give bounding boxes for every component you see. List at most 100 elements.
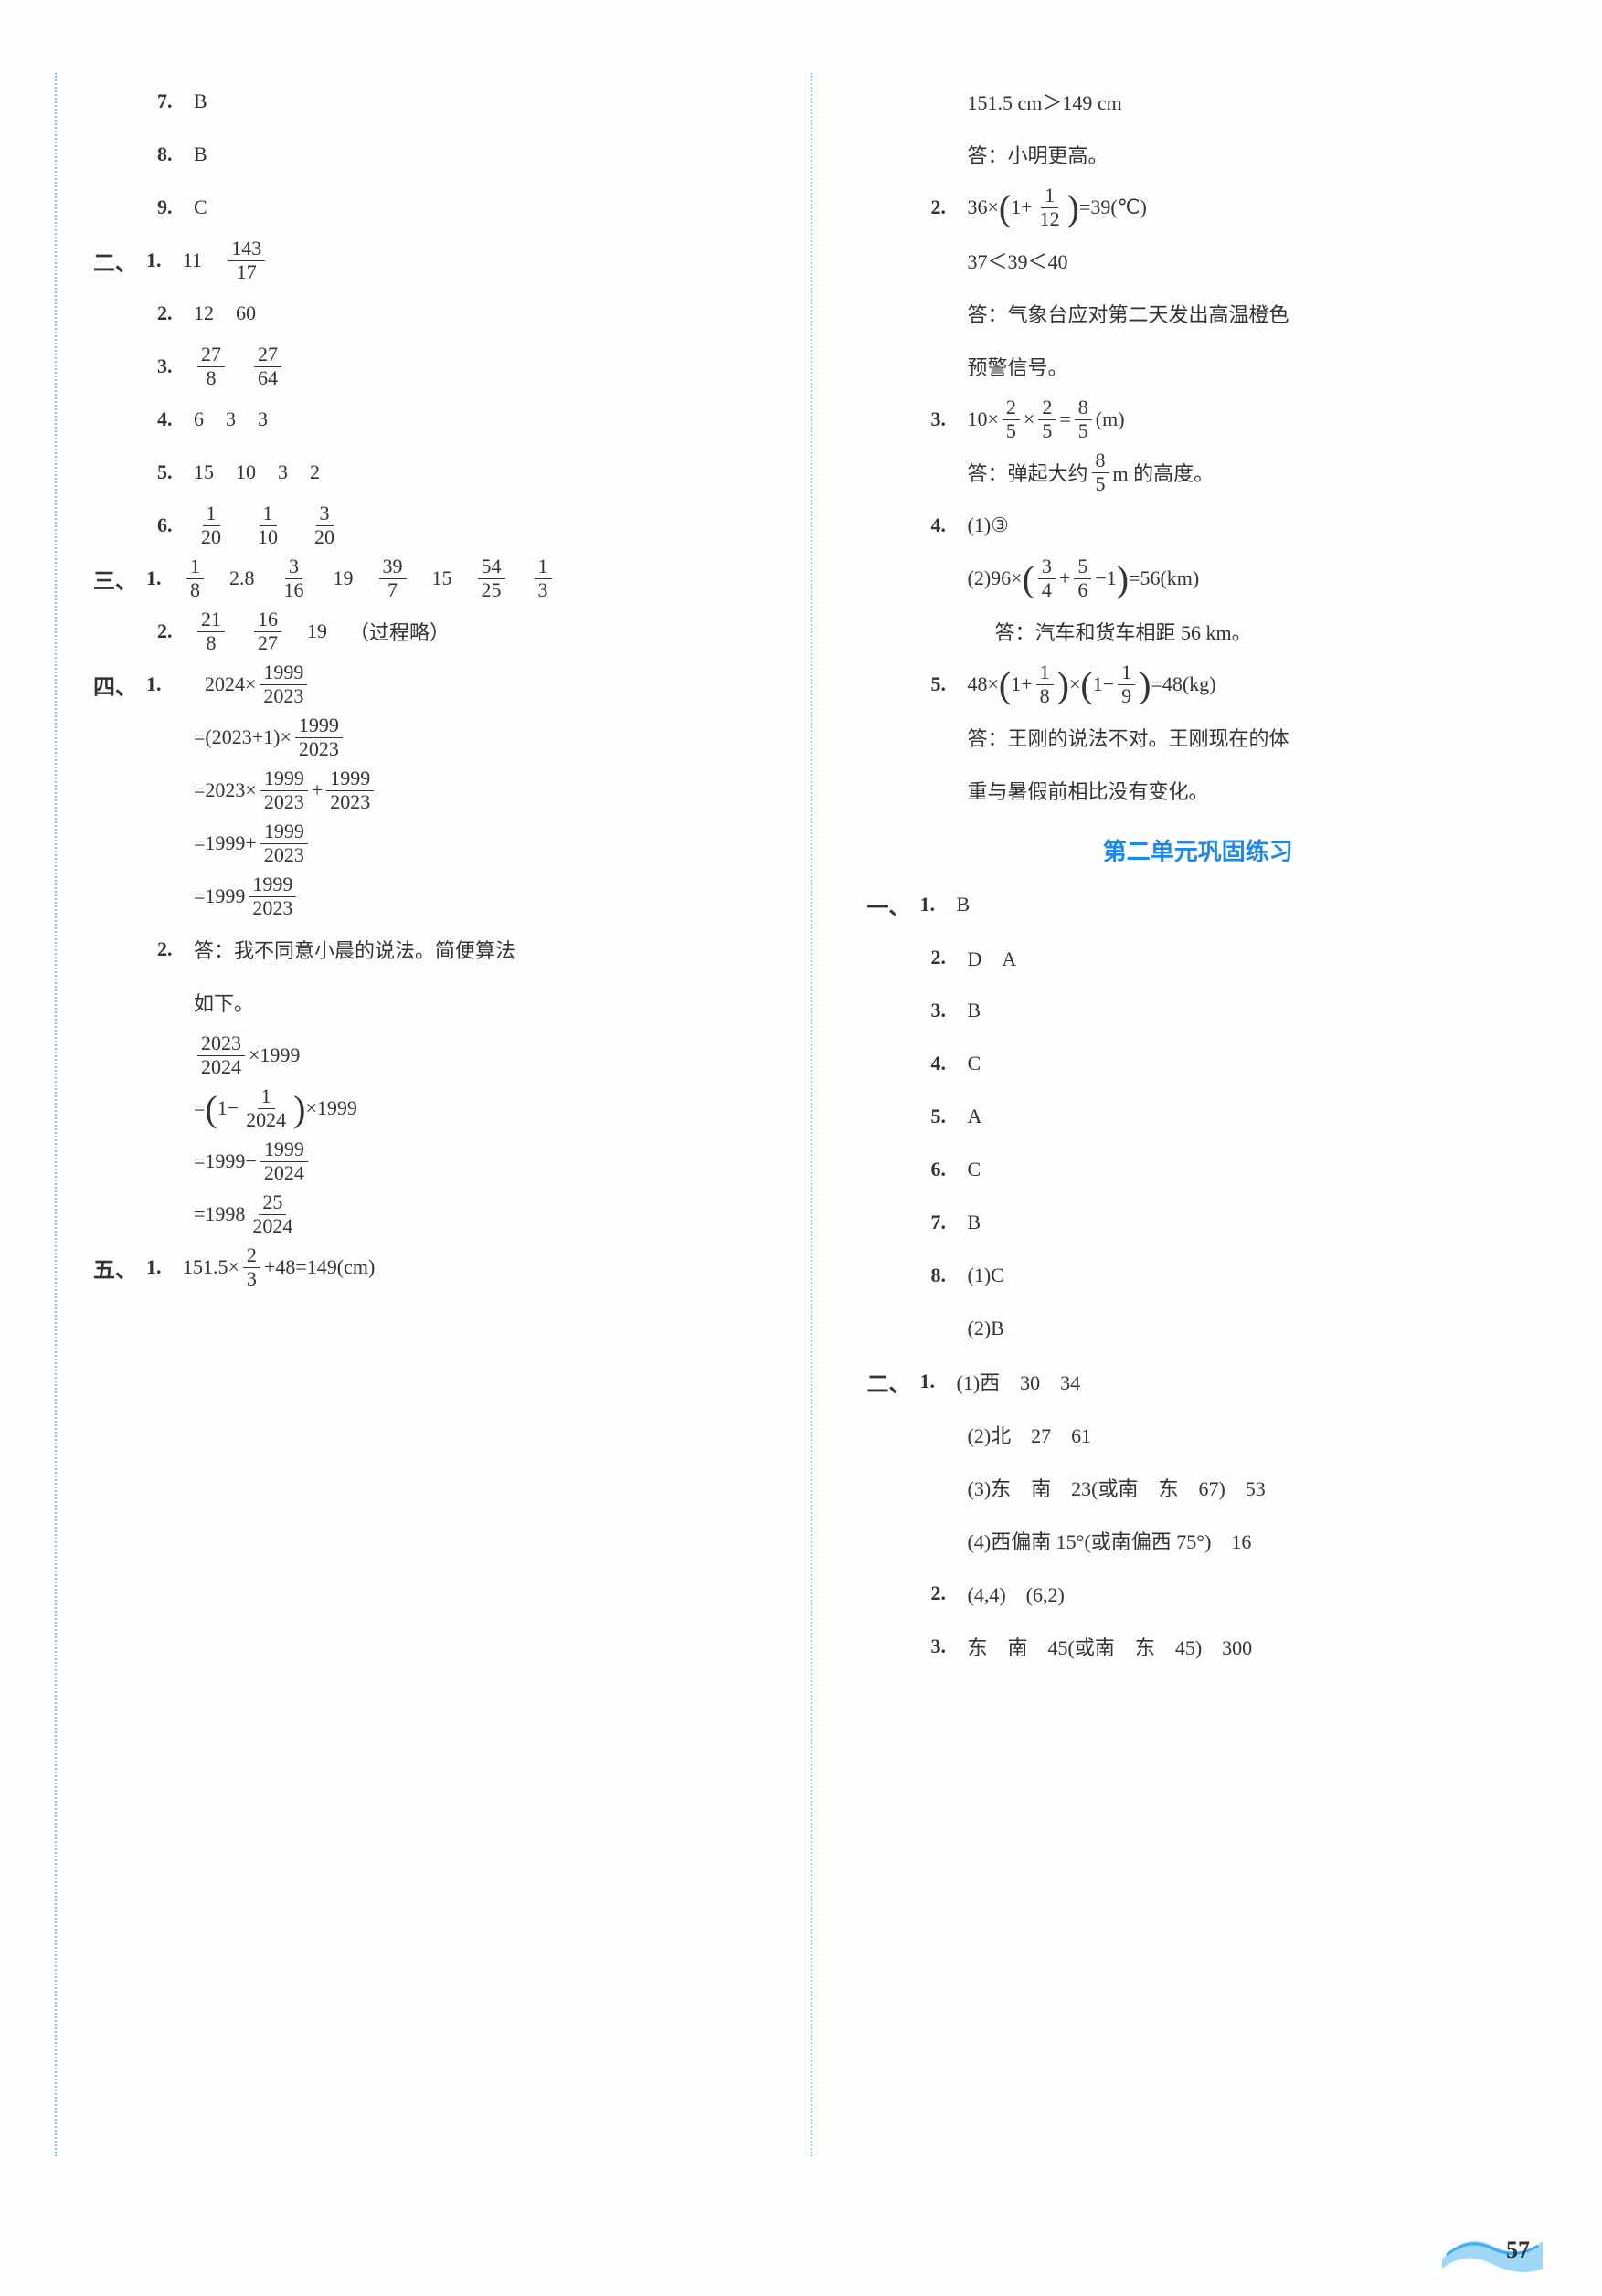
item-number: 9.: [157, 196, 185, 219]
expr-text: 48×: [968, 672, 999, 696]
fraction: 34: [1038, 555, 1056, 600]
answer-text-line: 重与暑假前相比没有变化。: [867, 766, 1530, 815]
paren-open: [1080, 663, 1092, 706]
calc-step: 37＜39＜40: [867, 236, 1530, 285]
paren-open: [1023, 557, 1034, 600]
paren-close: [1067, 186, 1079, 229]
expr-text: =(2023+1)×: [194, 725, 292, 749]
paren-open: [205, 1087, 217, 1130]
section-row: 五、 1. 151.5× 23 +48=149(cm): [93, 1243, 756, 1292]
answer-text-cont: 如下。: [93, 978, 756, 1027]
item-number: 7.: [931, 1211, 959, 1234]
fraction: 1627: [254, 608, 281, 653]
fraction: 13: [535, 555, 552, 600]
expr-text: ×1999: [306, 1096, 357, 1120]
item-number: 1.: [146, 672, 174, 696]
fraction: 19992023: [260, 661, 307, 706]
expr-text: =: [1059, 407, 1070, 431]
answer-item: 9.C: [93, 183, 756, 232]
expr-text: ×: [1069, 672, 1080, 696]
expr-text: −1: [1095, 566, 1116, 590]
expr-text: 2024×: [205, 672, 256, 696]
answer-value: D A: [968, 943, 1017, 972]
fraction: 19992024: [260, 1138, 308, 1183]
expr-text: =39(℃): [1079, 196, 1147, 219]
answer-text: 答：弹起大约: [968, 458, 1088, 487]
expr-text: 1−: [217, 1096, 239, 1120]
section-row: 四、 1. 2024× 19992023: [93, 660, 756, 709]
answer-text-line: 答：气象台应对第二天发出高温橙色: [867, 289, 1530, 338]
answer-value: 6: [194, 407, 204, 431]
answer-item: 5.151032: [93, 448, 756, 497]
item-number: 2.: [931, 196, 959, 219]
answer-item: 5. 48× 1+ 18 × 1− 19 =48(kg): [867, 660, 1530, 709]
answer-value: (4)西偏南 15°(或南偏西 75°) 16: [968, 1526, 1252, 1555]
expr-text: 1−: [1093, 672, 1114, 696]
fraction: 18: [186, 555, 204, 600]
answer-text: 答：小明更高。: [968, 140, 1109, 169]
answer-value: 东 南 45(或南 东 45) 300: [968, 1632, 1253, 1661]
answer-item: (2)北 27 61: [867, 1410, 1530, 1459]
answer-value: (4,4) (6,2): [968, 1579, 1065, 1608]
page-number-badge: 57: [1438, 2214, 1547, 2278]
right-column: 151.5 cm＞149 cm 答：小明更高。 2. 36× 1+ 112 =3…: [849, 73, 1548, 2156]
fraction: 20232024: [197, 1032, 245, 1077]
answer-item: 5.A: [867, 1092, 1530, 1141]
section-row: 三、 1. 18 2.8 316 19 397 15 5425 13: [93, 554, 756, 603]
answer-value: B: [194, 143, 207, 166]
answer-item: 7. B: [93, 77, 756, 126]
item-number: 3.: [931, 407, 959, 431]
answer-item: 6. 120 110 320: [93, 501, 756, 550]
expr-text: 37＜39＜40: [968, 246, 1068, 275]
section-row: 二、 1.(1)西 30 34: [867, 1357, 1530, 1406]
expr-text: 1+: [1011, 196, 1032, 219]
section-label: 二、: [93, 245, 139, 277]
answer-text: 答：王刚的说法不对。王刚现在的体: [968, 723, 1289, 752]
answer-text: 答：我不同意小晨的说法。简便算法: [194, 935, 515, 964]
answer-value: B: [194, 90, 207, 113]
answer-text-line: 预警信号。: [867, 342, 1530, 391]
item-number: 3.: [931, 999, 959, 1022]
item-number: 1.: [146, 1255, 174, 1279]
answer-item: 3. 东 南 45(或南 东 45) 300: [867, 1622, 1530, 1671]
answer-value: 19: [334, 566, 354, 590]
answer-item: (3)东 南 23(或南 东 67) 53: [867, 1463, 1530, 1512]
fraction: 19: [1118, 661, 1135, 706]
answer-value: 3: [278, 460, 288, 484]
note-text: （过程略）: [349, 617, 450, 646]
fraction: 320: [311, 503, 338, 547]
section-label: 四、: [93, 669, 139, 701]
item-number: 6.: [157, 513, 185, 537]
fraction: 85: [1092, 450, 1109, 494]
answer-value: (2)B: [968, 1317, 1004, 1340]
answer-value: 11: [183, 249, 202, 272]
answer-text: m 的高度。: [1113, 458, 1215, 487]
answer-text: 如下。: [194, 988, 254, 1017]
column-divider: [811, 73, 812, 2156]
expr-text: 151.5×: [183, 1255, 239, 1279]
answer-value: 3: [258, 407, 268, 431]
expr-text: (2)96×: [968, 566, 1023, 590]
answer-value: (1)③: [968, 513, 1009, 537]
fraction: 2764: [254, 344, 281, 388]
fraction: 19992023: [260, 820, 308, 865]
expr-text: 36×: [968, 196, 999, 219]
answer-text: 重与暑假前相比没有变化。: [968, 776, 1209, 805]
answer-value: (1)西 30 34: [957, 1367, 1081, 1396]
item-number: 5.: [157, 460, 185, 484]
item-number: 3.: [931, 1635, 959, 1658]
answer-value: B: [968, 999, 981, 1022]
item-number: 7.: [157, 90, 185, 113]
answer-text: 答：汽车和货车相距 56 km。: [995, 617, 1252, 646]
item-number: 4.: [157, 407, 185, 431]
item-number: 2.: [157, 619, 185, 643]
fraction: 5425: [478, 555, 505, 600]
item-number: 2.: [931, 946, 959, 969]
fraction: 25: [1038, 397, 1056, 441]
answer-item: 4. (1)③: [867, 501, 1530, 550]
calc-step: =1999+ 19992023: [93, 819, 756, 868]
fraction: 316: [281, 555, 308, 600]
item-number: 4.: [931, 513, 959, 537]
fraction: 85: [1075, 397, 1092, 441]
section-label: 五、: [93, 1252, 139, 1284]
